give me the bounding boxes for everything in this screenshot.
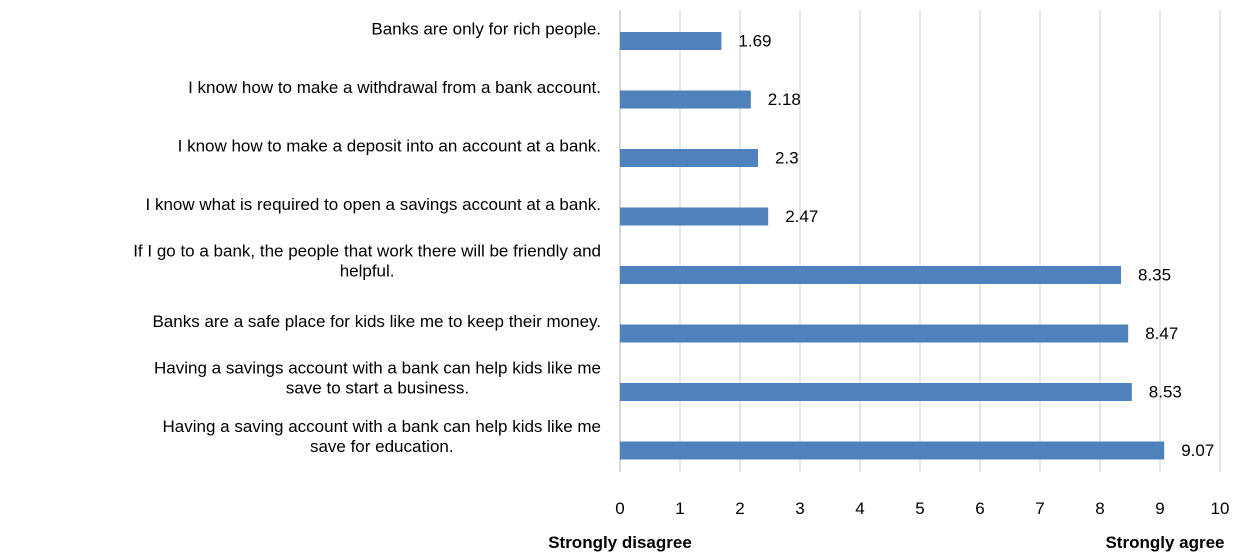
bar <box>620 383 1132 401</box>
scale-max-label: Strongly agree <box>1105 533 1224 552</box>
bar <box>620 207 769 226</box>
bar <box>620 149 758 167</box>
category-label: I know how to make a withdrawal from a b… <box>188 78 601 97</box>
bar <box>620 324 1129 343</box>
category-label: I know what is required to open a saving… <box>146 195 602 214</box>
bar <box>620 441 1165 460</box>
bar <box>620 266 1121 284</box>
x-tick-label: 10 <box>1211 499 1230 518</box>
x-tick-label: 5 <box>915 499 924 518</box>
category-label: save to start a business. <box>286 379 469 398</box>
data-label: 8.47 <box>1145 324 1178 343</box>
data-label: 1.69 <box>738 32 771 51</box>
category-label: Banks are a safe place for kids like me … <box>152 312 601 331</box>
data-label: 8.53 <box>1149 383 1182 402</box>
data-label: 9.07 <box>1181 441 1214 460</box>
gridlines <box>619 10 1221 472</box>
x-tick-label: 6 <box>975 499 984 518</box>
bar <box>620 32 722 50</box>
category-label: I know how to make a deposit into an acc… <box>178 137 601 156</box>
bar <box>620 90 751 109</box>
x-tick-label: 0 <box>615 499 624 518</box>
x-tick-label: 9 <box>1155 499 1164 518</box>
x-tick-label: 8 <box>1095 499 1104 518</box>
x-tick-label: 4 <box>855 499 864 518</box>
scale-min-label: Strongly disagree <box>548 533 692 552</box>
category-labels: Banks are only for rich people. I know ho… <box>133 20 601 457</box>
x-tick-label: 3 <box>795 499 804 518</box>
data-labels: 1.69 2.18 2.3 2.47 8.35 8.47 8.53 9.07 <box>738 32 1214 461</box>
data-label: 2.3 <box>775 149 799 168</box>
data-label: 2.47 <box>785 207 818 226</box>
category-label: save for education. <box>310 437 454 456</box>
category-label: Having a savings account with a bank can… <box>154 359 601 378</box>
category-label: Banks are only for rich people. <box>371 20 601 39</box>
category-label: Having a saving account with a bank can … <box>163 417 601 436</box>
x-tick-label: 2 <box>735 499 744 518</box>
category-label: If I go to a bank, the people that work … <box>133 242 601 261</box>
x-tick-label: 7 <box>1035 499 1044 518</box>
bars <box>620 32 1165 460</box>
data-label: 2.18 <box>768 90 801 109</box>
x-tick-label: 1 <box>675 499 684 518</box>
x-tick-labels: 0 1 2 3 4 5 6 7 8 9 10 <box>615 499 1229 518</box>
category-label: helpful. <box>340 262 395 281</box>
data-label: 8.35 <box>1138 266 1171 285</box>
